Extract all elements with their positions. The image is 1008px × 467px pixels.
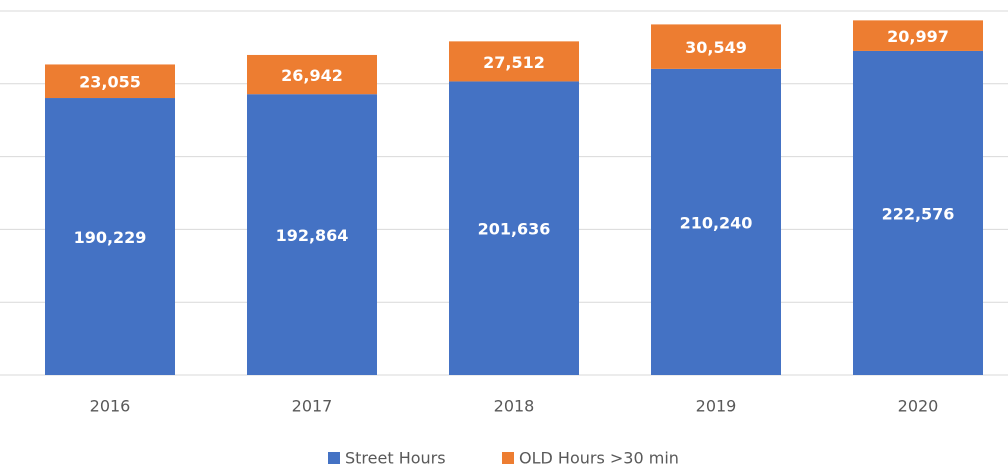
bar-segment <box>449 81 579 376</box>
x-tick-label: 2019 <box>696 397 737 416</box>
bar-segment <box>651 68 781 375</box>
x-tick-label: 2018 <box>494 397 535 416</box>
value-label: 222,576 <box>882 204 955 223</box>
x-tick-label: 2020 <box>898 397 939 416</box>
bar-segment <box>853 50 983 375</box>
bar-segment <box>449 41 579 82</box>
bar-segment <box>45 98 175 375</box>
value-label: 23,055 <box>79 73 141 92</box>
value-label: 30,549 <box>685 38 747 57</box>
legend-swatch <box>328 452 340 464</box>
x-tick-label: 2016 <box>90 397 131 416</box>
value-label: 27,512 <box>483 53 545 72</box>
bar-segment <box>247 54 377 95</box>
value-label: 26,942 <box>281 66 343 85</box>
value-label: 190,229 <box>74 228 147 247</box>
value-label: 210,240 <box>680 213 753 232</box>
bar-segment <box>247 94 377 376</box>
legend-swatch <box>502 452 514 464</box>
bar-segment <box>45 64 175 99</box>
value-label: 192,864 <box>276 226 349 245</box>
value-label: 201,636 <box>478 220 551 239</box>
bar-segment <box>651 24 781 69</box>
value-label: 20,997 <box>887 27 949 46</box>
legend-label: Street Hours <box>345 449 446 467</box>
bar-segment <box>853 20 983 51</box>
legend-label: OLD Hours >30 min <box>519 449 679 467</box>
x-tick-label: 2017 <box>292 397 333 416</box>
